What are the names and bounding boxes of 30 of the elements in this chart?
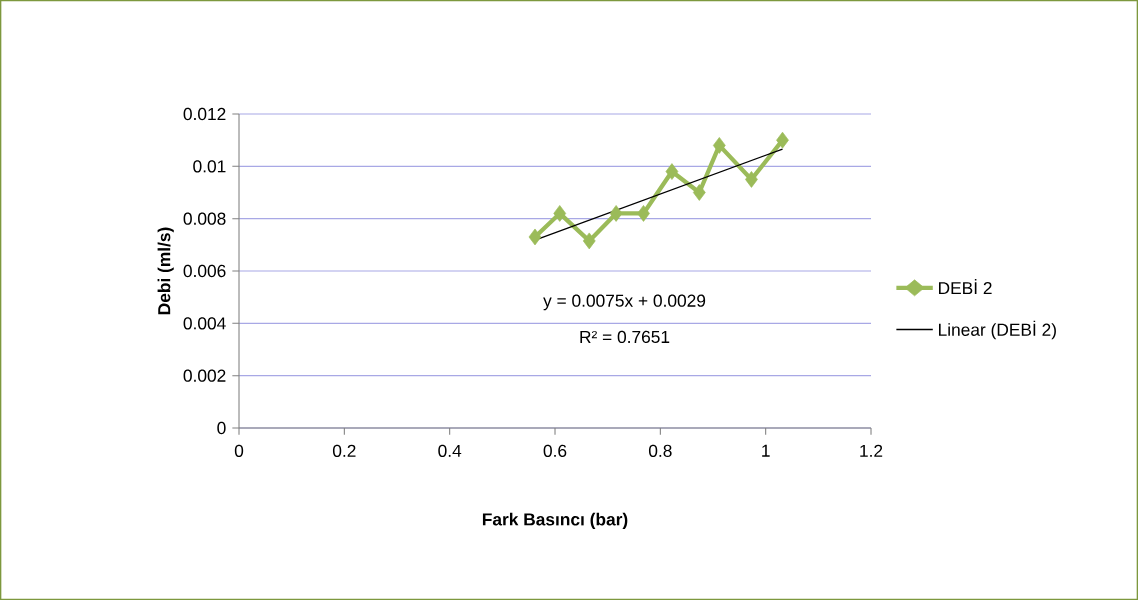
point: [553, 205, 567, 222]
x-tick-label: 0: [234, 444, 244, 457]
x-tick-label: 1: [762, 444, 770, 457]
legend-label: DEBİ 2: [939, 279, 992, 295]
y-tick-label: 0.002: [183, 369, 226, 382]
point: [609, 205, 623, 222]
annotation: R² = 0.7651: [580, 330, 670, 344]
point: [637, 205, 650, 222]
legend-label: Linear (DEBİ 2): [939, 320, 1056, 340]
x-tick-label: 0.4: [438, 444, 462, 457]
x-tick-label: 0.8: [648, 444, 672, 457]
point: [582, 232, 596, 250]
y-tick-label: 0.006: [183, 264, 226, 278]
point: [712, 137, 726, 154]
point: [745, 171, 758, 188]
y-tick-label: 0.008: [183, 212, 226, 225]
y-axis-title: Debi (ml/s): [157, 227, 174, 315]
y-tick-label: 0: [217, 421, 226, 435]
annotation: y = 0.0075x + 0.0029: [543, 294, 706, 311]
y-tick-label: 0.004: [183, 317, 226, 330]
point: [528, 228, 542, 246]
point: [692, 184, 706, 201]
x-axis-title: Fark Basıncı (bar): [482, 512, 628, 529]
x-tick-label: 0.2: [332, 444, 356, 457]
y-tick-label: 0.01: [193, 160, 226, 173]
x-tick-label: 0.6: [543, 444, 567, 457]
point: [776, 131, 789, 149]
y-tick-label: 0.012: [183, 107, 226, 121]
x-tick-label: 1.2: [860, 444, 883, 457]
point: [665, 163, 679, 180]
